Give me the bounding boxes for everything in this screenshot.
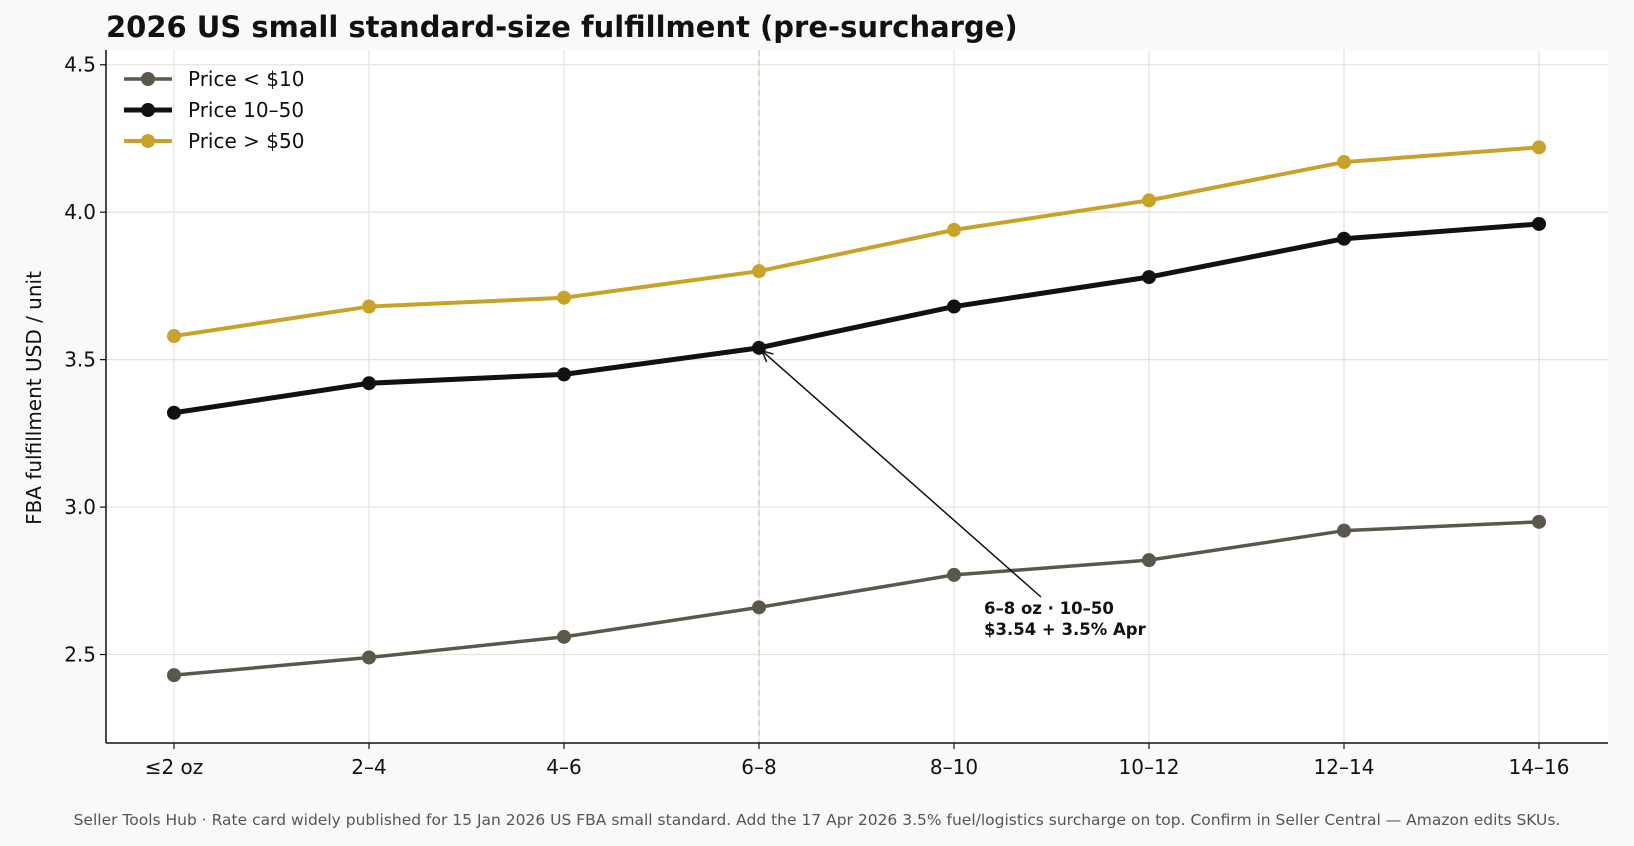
- annotation-text: 6–8 oz · 10–50: [984, 599, 1114, 618]
- y-tick-label: 4.5: [64, 53, 96, 77]
- series-2: [167, 216, 1546, 420]
- series-1: [167, 514, 1546, 683]
- series-group: [167, 140, 1546, 683]
- data-point: [1142, 193, 1156, 208]
- data-point: [167, 668, 181, 683]
- annotation-arrow-line: [761, 350, 1042, 598]
- annotation-text: $3.54 + 3.5% Apr: [984, 620, 1147, 639]
- legend-swatch-marker: [141, 134, 155, 148]
- annotation-group: 6–8 oz · 10–50 $3.54 + 3.5% Apr: [760, 349, 1147, 639]
- data-point: [557, 629, 571, 644]
- data-point: [1532, 140, 1546, 155]
- data-point: [557, 367, 571, 382]
- data-point: [1337, 523, 1351, 538]
- data-point: [362, 650, 376, 665]
- chart-title: 2026 US small standard-size fulfillment …: [106, 10, 1018, 44]
- x-tick-label: ≤2 oz: [145, 755, 204, 779]
- fba-fee-line-chart: 2026 US small standard-size fulfillment …: [22, 10, 1608, 779]
- legend-label: Price < $10: [188, 67, 304, 91]
- data-point: [362, 299, 376, 314]
- footer-note: Seller Tools Hub · Rate card widely publ…: [73, 811, 1561, 829]
- data-point: [167, 329, 181, 344]
- data-point: [1337, 155, 1351, 170]
- data-point: [752, 264, 766, 279]
- data-point: [1532, 216, 1546, 231]
- series-3: [167, 140, 1546, 344]
- annotation-arrow-head: [760, 349, 774, 363]
- y-tick-label: 4.0: [64, 200, 96, 224]
- axes: [105, 50, 1608, 744]
- series-line: [173, 221, 1540, 416]
- x-tick-label: 4–6: [546, 755, 581, 779]
- legend-label: Price > $50: [188, 129, 304, 153]
- x-tick-label: 10–12: [1119, 755, 1180, 779]
- data-point: [1532, 514, 1546, 529]
- grid-lines: [106, 50, 1608, 743]
- plot-background: [106, 50, 1608, 743]
- x-tick-label: 2–4: [351, 755, 386, 779]
- plot-area: [106, 50, 1608, 743]
- legend: Price < $10 Price 10–50 Price > $50: [124, 67, 304, 153]
- data-point: [947, 299, 961, 314]
- legend-swatch-marker: [141, 103, 155, 117]
- legend-entry: Price > $50: [124, 129, 304, 153]
- y-tick-label: 2.5: [64, 643, 96, 667]
- data-point: [1142, 553, 1156, 568]
- data-point: [167, 405, 181, 420]
- data-point: [557, 290, 571, 305]
- y-axis-label: FBA fulfillment USD / unit: [22, 271, 46, 525]
- legend-entry: Price < $10: [124, 67, 304, 91]
- data-point: [1337, 231, 1351, 246]
- data-point: [362, 376, 376, 391]
- x-tick-label: 6–8: [741, 755, 776, 779]
- data-point: [752, 600, 766, 615]
- series-line: [173, 145, 1540, 339]
- y-tick-label: 3.5: [64, 348, 96, 372]
- legend-label: Price 10–50: [188, 98, 304, 122]
- y-tick-label: 3.0: [64, 495, 96, 519]
- legend-entry: Price 10–50: [124, 98, 304, 122]
- x-tick-label: 14–16: [1509, 755, 1570, 779]
- x-tick-label: 8–10: [930, 755, 978, 779]
- data-point: [947, 222, 961, 237]
- legend-swatch-marker: [141, 72, 155, 86]
- x-tick-label: 12–14: [1314, 755, 1375, 779]
- data-point: [947, 567, 961, 582]
- data-point: [1142, 270, 1156, 285]
- tick-labels: ≤2 oz 2–4 4–6 6–8 8–10 10–12 12–14 14–16 2.5 3.0 3…: [64, 53, 1569, 779]
- series-line: [173, 520, 1540, 677]
